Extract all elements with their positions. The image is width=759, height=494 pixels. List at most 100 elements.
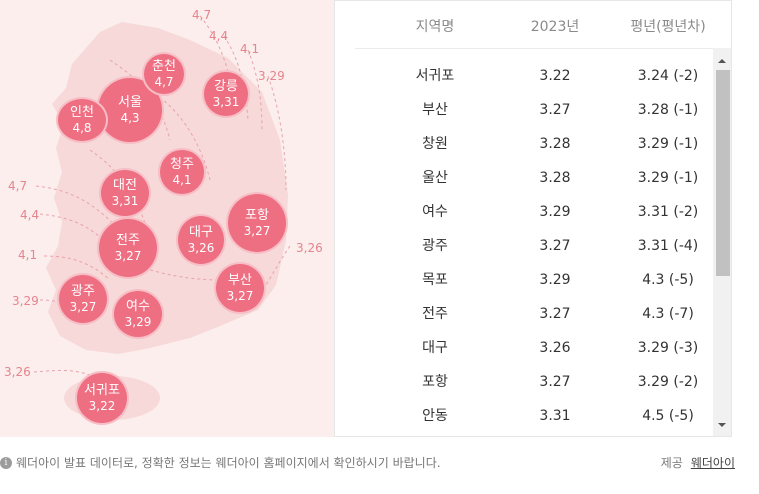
city-name: 서울: [118, 95, 142, 110]
column-header-normal: 평년(평년차): [630, 19, 706, 35]
cell-normal: 3.29 (-1): [637, 170, 699, 186]
notice-text: 웨더아이 발표 데이터로, 정확한 정보는 웨더아이 홈페이지에서 확인하시기 …: [16, 456, 441, 470]
scrollbar-thumb[interactable]: [716, 70, 730, 276]
city-name: 서귀포: [84, 383, 120, 398]
isoline-label: 3,29: [12, 294, 39, 308]
city-value: 4,7: [154, 74, 174, 89]
table-row[interactable]: 부산 3.27 3.28 (-1): [335, 93, 715, 127]
city-name: 여수: [126, 299, 150, 314]
isoline-label: 4,4: [20, 208, 40, 222]
cell-region: 전주: [422, 306, 448, 322]
city-bubble-pohang[interactable]: 포항 3,27: [226, 192, 288, 254]
city-value: 3,26: [187, 240, 215, 255]
city-name: 포항: [245, 208, 269, 223]
city-value: 3,27: [114, 248, 142, 263]
provider-credit: 제공 웨더아이: [661, 454, 735, 471]
cell-normal: 4.3 (-5): [642, 272, 694, 288]
city-value: 4,1: [172, 172, 192, 187]
city-bubble-seogwipo[interactable]: 서귀포 3,22: [75, 371, 129, 425]
city-value: 3,31: [111, 193, 139, 208]
column-header-2023: 2023년: [530, 19, 580, 35]
city-bubble-yeosu[interactable]: 여수 3,29: [112, 289, 164, 339]
vertical-scrollbar[interactable]: [713, 48, 731, 436]
cell-2023: 3.28: [539, 136, 571, 152]
isoline-label: 4,1: [240, 42, 260, 56]
isoline-label: 3,29: [258, 69, 285, 83]
city-value: 3,29: [124, 314, 152, 329]
isoline-label: 4,1: [18, 248, 38, 262]
city-name: 인천: [70, 105, 94, 120]
city-name: 전주: [116, 233, 140, 248]
cell-normal: 3.24 (-2): [637, 68, 699, 84]
city-name: 청주: [170, 157, 194, 172]
cell-normal: 3.31 (-4): [637, 238, 699, 254]
city-value: 3,27: [69, 299, 97, 314]
isoline-label: 4,7: [192, 8, 212, 22]
city-bubble-gwangju[interactable]: 광주 3,27: [57, 273, 109, 325]
city-name: 대구: [189, 225, 213, 240]
city-bubble-daegu[interactable]: 대구 3,26: [176, 214, 226, 266]
header-divider: [355, 48, 715, 49]
cell-normal: 4.3 (-7): [642, 306, 694, 322]
table-row[interactable]: 광주 3.27 3.31 (-4): [335, 229, 715, 263]
cell-normal: 3.29 (-1): [637, 136, 699, 152]
table-row[interactable]: 울산 3.28 3.29 (-1): [335, 161, 715, 195]
city-bubble-jeonju[interactable]: 전주 3,27: [97, 217, 159, 279]
cell-normal: 3.29 (-3): [637, 340, 699, 356]
cell-region: 울산: [422, 170, 448, 186]
city-bubble-daejeon[interactable]: 대전 3,31: [99, 168, 151, 218]
cell-normal: 4.5 (-5): [642, 408, 694, 424]
cell-2023: 3.28: [539, 170, 571, 186]
cell-normal: 3.29 (-2): [637, 374, 699, 390]
isoline-label: 3,26: [296, 241, 323, 255]
table-row[interactable]: 서귀포 3.22 3.24 (-2): [335, 59, 715, 93]
city-name: 춘천: [152, 59, 176, 74]
table-row[interactable]: 목포 3.29 4.3 (-5): [335, 263, 715, 297]
cell-2023: 3.31: [539, 408, 571, 424]
table-row[interactable]: 포항 3.27 3.29 (-2): [335, 365, 715, 399]
cell-region: 안동: [422, 408, 448, 424]
cell-region: 부산: [422, 102, 448, 118]
city-name: 부산: [228, 273, 252, 288]
city-value: 4,3: [120, 110, 140, 125]
cell-region: 창원: [422, 136, 448, 152]
cell-region: 서귀포: [415, 68, 455, 84]
column-header-region: 지역명: [415, 19, 455, 35]
city-value: 3,22: [88, 398, 116, 413]
city-value: 3,27: [226, 288, 254, 303]
scroll-up-arrow-icon[interactable]: [713, 54, 731, 68]
cell-region: 목포: [422, 272, 448, 288]
city-value: 4,8: [72, 120, 92, 135]
city-bubble-chuncheon[interactable]: 춘천 4,7: [142, 52, 186, 96]
isoline-label: 3,26: [4, 365, 31, 379]
cell-region: 광주: [422, 238, 448, 254]
cell-region: 여수: [422, 204, 448, 220]
table-row[interactable]: 여수 3.29 3.31 (-2): [335, 195, 715, 229]
table-row[interactable]: 전주 3.27 4.3 (-7): [335, 297, 715, 331]
city-name: 강릉: [214, 79, 238, 94]
cell-2023: 3.26: [539, 340, 571, 356]
city-bubble-incheon[interactable]: 인천 4,8: [56, 97, 108, 143]
data-source-notice: i 웨더아이 발표 데이터로, 정확한 정보는 웨더아이 홈페이지에서 확인하시…: [0, 454, 441, 471]
table-row[interactable]: 안동 3.31 4.5 (-5): [335, 399, 715, 433]
city-name: 광주: [71, 284, 95, 299]
table-row[interactable]: 대구 3.26 3.29 (-3): [335, 331, 715, 365]
cell-2023: 3.29: [539, 272, 571, 288]
provider-link[interactable]: 웨더아이: [690, 456, 735, 470]
table-row[interactable]: 창원 3.28 3.29 (-1): [335, 127, 715, 161]
cell-2023: 3.27: [539, 374, 571, 390]
scroll-down-arrow-icon[interactable]: [713, 418, 731, 432]
city-bubble-cheongju[interactable]: 청주 4,1: [158, 148, 206, 196]
city-bubble-busan[interactable]: 부산 3,27: [214, 262, 266, 314]
city-bubble-gangneung[interactable]: 강릉 3,31: [202, 70, 250, 118]
provider-label: 제공: [660, 456, 683, 470]
cell-region: 포항: [422, 374, 448, 390]
cell-normal: 3.31 (-2): [637, 204, 699, 220]
cell-2023: 3.22: [539, 68, 571, 84]
info-icon: i: [0, 456, 12, 469]
cell-2023: 3.27: [539, 102, 571, 118]
map-panel: 4,7 4,4 4,1 3,29 4,7 4,4 4,1 3,29 3,26 3…: [0, 0, 334, 437]
cell-normal: 3.28 (-1): [637, 102, 699, 118]
cell-2023: 3.27: [539, 238, 571, 254]
isoline-label: 4,7: [8, 179, 28, 193]
